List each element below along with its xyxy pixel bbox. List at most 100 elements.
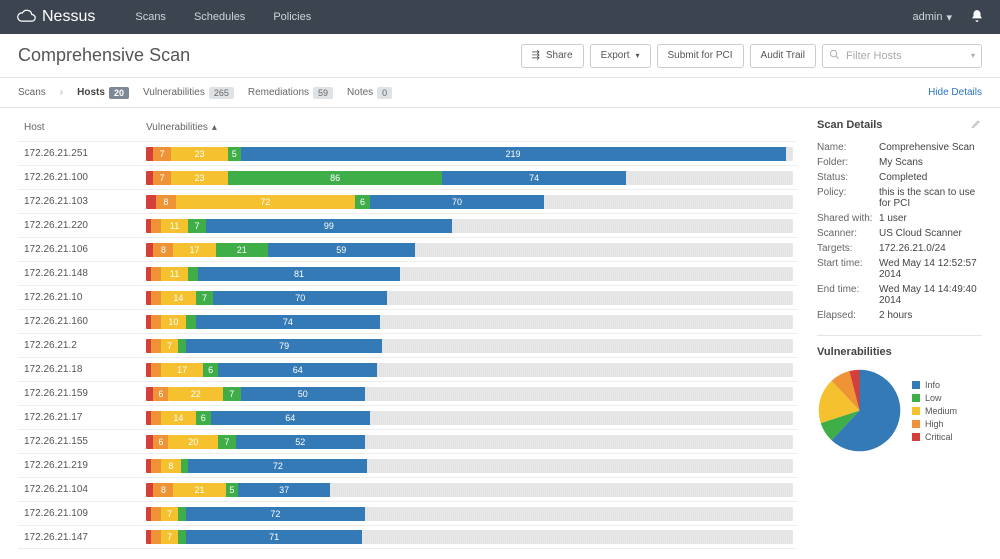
filter-placeholder: Filter Hosts <box>846 50 902 62</box>
table-row[interactable]: 172.26.21.103872670 <box>18 189 797 213</box>
page-header: Comprehensive Scan ⇶ Share Export ▾ Subm… <box>0 34 1000 78</box>
bar-segment <box>186 315 196 329</box>
vuln-bar-cell: 779 <box>146 339 797 353</box>
share-button[interactable]: ⇶ Share <box>521 44 584 68</box>
detail-row: Status:Completed <box>817 172 982 183</box>
tab-hosts[interactable]: Hosts 20 <box>77 87 129 99</box>
detail-value: 172.26.21.0/24 <box>879 243 982 254</box>
host-ip: 172.26.21.155 <box>18 436 146 447</box>
bar-segment: 7 <box>161 507 178 521</box>
bar-segment <box>146 243 153 257</box>
table-row[interactable]: 172.26.21.219872 <box>18 453 797 477</box>
nav-schedules[interactable]: Schedules <box>194 11 245 23</box>
vuln-bar: 872670 <box>146 195 793 209</box>
edit-icon[interactable] <box>971 118 982 132</box>
bar-segment: 81 <box>198 267 400 281</box>
bar-segment: 22 <box>168 387 223 401</box>
bar-segment: 17 <box>173 243 215 257</box>
bar-segment <box>151 363 161 377</box>
brand-logo[interactable]: Nessus <box>16 7 95 27</box>
vuln-bar: 8172159 <box>146 243 793 257</box>
bar-segment: 74 <box>442 171 626 185</box>
table-row[interactable]: 172.26.21.2517235219 <box>18 141 797 165</box>
bar-segment <box>151 507 161 521</box>
vuln-bar-cell: 8172159 <box>146 243 797 257</box>
detail-value: Completed <box>879 172 982 183</box>
bar-segment <box>178 339 185 353</box>
bar-segment: 7 <box>188 219 205 233</box>
table-row[interactable]: 172.26.21.109772 <box>18 501 797 525</box>
bar-segment: 64 <box>218 363 377 377</box>
host-ip: 172.26.21.159 <box>18 388 146 399</box>
table-header: Host Vulnerabilities ▴ <box>18 118 797 141</box>
bar-segment: 72 <box>186 507 365 521</box>
hide-details-link[interactable]: Hide Details <box>928 87 982 98</box>
table-row[interactable]: 172.26.21.1817664 <box>18 357 797 381</box>
table-row[interactable]: 172.26.21.104821537 <box>18 477 797 501</box>
detail-row: Shared with:1 user <box>817 213 982 224</box>
table-row[interactable]: 172.26.21.1014770 <box>18 285 797 309</box>
vuln-pie-chart <box>817 368 902 453</box>
legend-label: Critical <box>925 432 953 442</box>
table-row[interactable]: 172.26.21.1481181 <box>18 261 797 285</box>
detail-key: End time: <box>817 284 879 306</box>
host-ip: 172.26.21.103 <box>18 196 146 207</box>
submit-pci-button[interactable]: Submit for PCI <box>657 44 744 68</box>
bar-segment: 72 <box>188 459 367 473</box>
table-row[interactable]: 172.26.21.22011799 <box>18 213 797 237</box>
table-row[interactable]: 172.26.21.2779 <box>18 333 797 357</box>
bar-segment: 5 <box>226 483 238 497</box>
vuln-bar-cell: 872670 <box>146 195 797 209</box>
table-row[interactable]: 172.26.21.1007238674 <box>18 165 797 189</box>
bar-segment: 59 <box>268 243 415 257</box>
bar-segment: 7 <box>153 171 170 185</box>
bar-segment: 99 <box>206 219 452 233</box>
bell-icon[interactable] <box>970 9 984 26</box>
table-row[interactable]: 172.26.21.1601074 <box>18 309 797 333</box>
bar-segment <box>146 483 153 497</box>
vuln-bar: 11799 <box>146 219 793 233</box>
bar-segment <box>146 387 153 401</box>
tab-remediations[interactable]: Remediations 59 <box>248 87 333 99</box>
bar-segment: 72 <box>176 195 355 209</box>
audit-trail-button[interactable]: Audit Trail <box>750 44 816 68</box>
bar-segment <box>178 530 185 544</box>
col-host[interactable]: Host <box>18 122 146 133</box>
host-ip: 172.26.21.251 <box>18 148 146 159</box>
vuln-bar-cell: 7238674 <box>146 171 797 185</box>
tab-vulnerabilities[interactable]: Vulnerabilities 265 <box>143 87 234 99</box>
legend-item: Info <box>912 380 957 390</box>
vuln-bar: 821537 <box>146 483 793 497</box>
vuln-bar-cell: 11799 <box>146 219 797 233</box>
top-nav: Nessus Scans Schedules Policies admin ▾ <box>0 0 1000 34</box>
user-menu[interactable]: admin ▾ <box>913 11 953 24</box>
bar-segment <box>151 411 161 425</box>
detail-value: this is the scan to use for PCI <box>879 187 982 209</box>
chevron-down-icon: ▾ <box>946 11 952 24</box>
table-row[interactable]: 172.26.21.1068172159 <box>18 237 797 261</box>
detail-row: Elapsed:2 hours <box>817 310 982 321</box>
vuln-bar: 1074 <box>146 315 793 329</box>
host-ip: 172.26.21.17 <box>18 412 146 423</box>
bar-segment: 20 <box>168 435 218 449</box>
nav-policies[interactable]: Policies <box>273 11 311 23</box>
filter-hosts-input[interactable]: Filter Hosts ▾ <box>822 44 982 68</box>
nav-scans[interactable]: Scans <box>135 11 166 23</box>
vuln-bar: 872 <box>146 459 793 473</box>
bar-segment: 70 <box>213 291 387 305</box>
bar-segment: 6 <box>196 411 211 425</box>
user-label: admin <box>913 11 943 23</box>
host-ip: 172.26.21.220 <box>18 220 146 231</box>
table-row[interactable]: 172.26.21.147771 <box>18 525 797 549</box>
table-row[interactable]: 172.26.21.155620752 <box>18 429 797 453</box>
vuln-bar: 622750 <box>146 387 793 401</box>
col-vulnerabilities[interactable]: Vulnerabilities ▴ <box>146 122 217 133</box>
table-row[interactable]: 172.26.21.1714664 <box>18 405 797 429</box>
export-button[interactable]: Export ▾ <box>590 44 651 68</box>
crumb-scans[interactable]: Scans <box>18 87 46 98</box>
table-row[interactable]: 172.26.21.159622750 <box>18 381 797 405</box>
host-ip: 172.26.21.104 <box>18 484 146 495</box>
host-ip: 172.26.21.106 <box>18 244 146 255</box>
legend-swatch <box>912 381 920 389</box>
tab-notes[interactable]: Notes 0 <box>347 87 392 99</box>
